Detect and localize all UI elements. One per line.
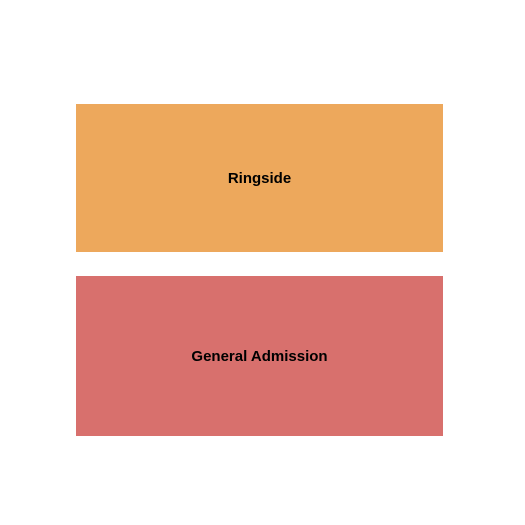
ringside-label: Ringside <box>228 170 291 187</box>
general-admission-label: General Admission <box>191 348 327 365</box>
seating-chart: Ringside General Admission <box>76 104 443 436</box>
general-admission-section[interactable]: General Admission <box>76 276 443 436</box>
ringside-section[interactable]: Ringside <box>76 104 443 252</box>
